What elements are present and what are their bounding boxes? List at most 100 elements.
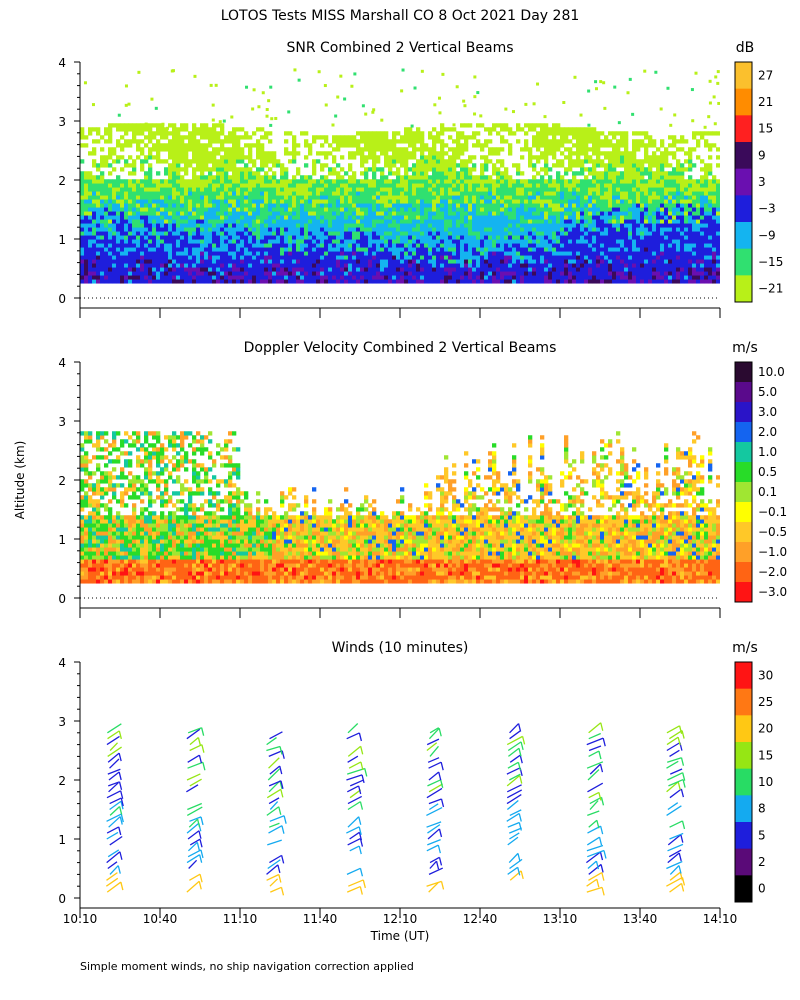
snr-cell	[352, 207, 357, 212]
snr-cell	[288, 207, 293, 212]
snr-cell	[580, 223, 585, 228]
snr-cell	[156, 239, 161, 244]
snr-cell	[356, 199, 361, 204]
snr-cell	[148, 235, 153, 240]
snr-cell	[472, 279, 477, 284]
snr-cell	[308, 251, 313, 256]
snr-cell	[636, 211, 641, 216]
snr-cell	[120, 155, 125, 160]
snr-cell	[556, 223, 561, 228]
snr-cell	[560, 231, 565, 236]
snr-cell	[396, 167, 401, 172]
snr-cell	[196, 131, 201, 136]
snr-cell	[520, 211, 525, 216]
snr-cell	[244, 171, 249, 176]
snr-cell	[236, 183, 241, 188]
snr-cell	[208, 275, 213, 280]
snr-cell	[356, 203, 361, 208]
snr-cell	[340, 183, 345, 188]
snr-cell	[204, 143, 209, 148]
snr-cell	[524, 139, 529, 144]
snr-cell	[408, 239, 413, 244]
snr-cell	[384, 275, 389, 280]
snr-cell	[484, 203, 489, 208]
snr-cell	[428, 251, 433, 256]
snr-cell	[180, 127, 185, 132]
snr-cell	[228, 227, 233, 232]
snr-cell	[472, 195, 477, 200]
snr-cell	[508, 227, 513, 232]
snr-cell	[656, 251, 661, 256]
snr-cell	[240, 147, 245, 152]
snr-cell	[468, 171, 473, 176]
snr-cell	[160, 187, 165, 192]
snr-cell	[632, 183, 637, 188]
snr-cell	[460, 235, 465, 240]
snr-cell	[656, 275, 661, 280]
snr-cell	[596, 267, 601, 272]
snr-cell	[616, 251, 621, 256]
snr-cell	[292, 211, 297, 216]
snr-cell	[600, 187, 605, 192]
snr-cell	[364, 223, 369, 228]
snr-cell	[224, 147, 229, 152]
snr-cell	[456, 199, 461, 204]
snr-cell	[656, 231, 661, 236]
snr-cell	[412, 131, 417, 136]
snr-cell	[488, 227, 493, 232]
snr-cell	[168, 143, 173, 148]
snr-cell	[240, 219, 245, 224]
snr-cell	[112, 191, 117, 196]
snr-cell	[456, 135, 461, 140]
snr-cell	[636, 207, 641, 212]
snr-cell	[276, 163, 281, 168]
snr-cell	[148, 175, 153, 180]
snr-cell	[644, 143, 649, 148]
snr-cell	[184, 171, 189, 176]
snr-cell	[208, 247, 213, 252]
snr-cell	[480, 243, 485, 248]
snr-cell	[320, 187, 325, 192]
snr-cell	[140, 195, 145, 200]
snr-cell	[280, 167, 285, 172]
snr-cell	[368, 235, 373, 240]
snr-cell	[168, 259, 173, 264]
snr-cell	[480, 191, 485, 196]
snr-cell	[368, 203, 373, 208]
snr-cell	[304, 235, 309, 240]
snr-cell	[472, 179, 477, 184]
snr-cell	[556, 231, 561, 236]
snr-cell	[536, 247, 541, 252]
snr-cell	[184, 123, 189, 128]
snr-cell	[468, 231, 473, 236]
snr-cell	[188, 243, 193, 248]
snr-cell	[456, 191, 461, 196]
snr-cell	[120, 199, 125, 204]
snr-cell	[216, 163, 221, 168]
snr-cell	[260, 151, 265, 156]
snr-cell	[424, 199, 429, 204]
snr-cell	[452, 251, 457, 256]
snr-cell	[232, 223, 237, 228]
snr-cell	[156, 231, 161, 236]
snr-cell	[288, 271, 293, 276]
snr-cell	[500, 163, 505, 168]
snr-cell	[100, 163, 105, 168]
snr-cell	[248, 179, 253, 184]
snr-cell	[568, 239, 573, 244]
snr-cell	[472, 239, 477, 244]
snr-cell	[480, 203, 485, 208]
snr-cell	[408, 143, 413, 148]
snr-cell	[584, 251, 589, 256]
snr-cell	[652, 171, 657, 176]
snr-cell	[468, 155, 473, 160]
snr-cell	[604, 155, 609, 160]
snr-cell	[116, 199, 121, 204]
snr-cell	[556, 171, 561, 176]
snr-cell	[640, 279, 645, 284]
snr-cell	[204, 127, 209, 132]
snr-cell	[372, 191, 377, 196]
snr-cell	[124, 239, 129, 244]
snr-cell	[452, 195, 457, 200]
snr-cell	[484, 251, 489, 256]
